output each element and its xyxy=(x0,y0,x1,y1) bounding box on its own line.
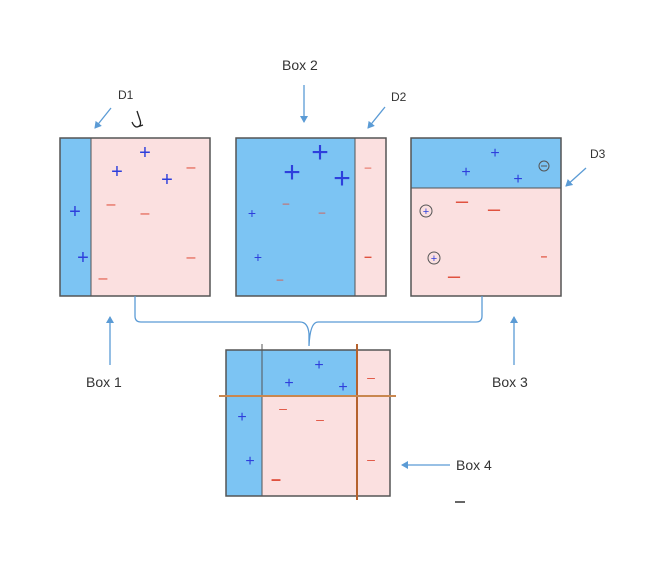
box-2-border xyxy=(235,137,387,297)
minus-mark: – xyxy=(365,160,372,174)
minus-mark: – xyxy=(448,263,461,288)
plus-mark: + xyxy=(248,205,256,221)
box-4: + + + + + – – – – – xyxy=(219,344,396,500)
box-2-label: Box 2 xyxy=(282,57,318,73)
minus-mark: – xyxy=(456,188,469,213)
d2-arrow xyxy=(367,106,386,129)
plus-mark: + xyxy=(254,249,262,265)
minus-mark: – xyxy=(277,272,284,286)
minus-mark: – xyxy=(316,411,324,427)
minus-mark: – xyxy=(364,248,372,264)
arrows xyxy=(94,85,587,469)
box-1-minus-marks: – – – – – xyxy=(99,159,196,287)
box-2-minus-marks: – – – – – xyxy=(277,160,372,286)
minus-mark: – xyxy=(488,196,501,221)
box-2: + + + + + – – – – – xyxy=(235,136,387,297)
combination-brace xyxy=(134,296,483,347)
d3-arrow xyxy=(565,167,587,187)
plus-mark: + xyxy=(237,409,246,426)
minus-mark: – xyxy=(367,369,375,385)
box-3-border xyxy=(410,137,562,297)
plus-mark: + xyxy=(245,453,254,470)
box-1-label: Box 1 xyxy=(86,374,122,390)
box-3-circled-plus: + + xyxy=(419,204,441,265)
d1-label: D1 xyxy=(118,88,134,102)
plus-mark: + xyxy=(461,164,470,181)
box-4-minus-marks: – – – – – xyxy=(271,369,375,489)
plus-mark: + xyxy=(139,142,151,164)
plus-mark: + xyxy=(311,136,329,169)
plus-mark: + xyxy=(283,156,301,189)
minus-mark: – xyxy=(107,196,116,213)
d3-label: D3 xyxy=(590,147,606,161)
box-3: + + + + + – – – – xyxy=(410,137,562,297)
minus-mark: – xyxy=(319,205,326,219)
minus-mark: – xyxy=(271,469,281,489)
handwritten-arrow-icon xyxy=(131,110,144,128)
circled-minus-mark xyxy=(538,160,550,172)
box-1-positive-region xyxy=(60,138,91,296)
box-4-plus-marks: + + + + + xyxy=(237,357,347,470)
circled-plus-mark xyxy=(419,204,433,218)
box-1: + + + + + – – – – – xyxy=(59,137,211,297)
box-1-plus-marks: + + + + + xyxy=(69,142,173,269)
plus-mark: + xyxy=(490,145,499,162)
plus-mark: + xyxy=(513,171,522,188)
box-4-border xyxy=(225,349,391,497)
minus-mark: – xyxy=(367,451,375,467)
box-2-negative-region xyxy=(355,138,386,296)
box-3-label: Box 3 xyxy=(492,374,528,390)
plus-mark: + xyxy=(69,201,81,223)
box-2-plus-marks: + + + + + xyxy=(248,136,351,265)
minus-mark: – xyxy=(187,159,196,176)
minus-mark: – xyxy=(279,400,287,416)
plus-mark: + xyxy=(423,206,429,218)
plus-mark: + xyxy=(77,247,89,269)
circled-plus-mark xyxy=(427,251,441,265)
plus-mark: + xyxy=(111,161,123,183)
minus-mark: – xyxy=(283,196,290,210)
plus-mark: + xyxy=(284,375,293,392)
box-3-positive-region xyxy=(411,138,561,188)
minus-mark: – xyxy=(99,270,108,287)
minus-mark: – xyxy=(187,249,196,266)
plus-mark: + xyxy=(338,379,347,396)
plus-mark: + xyxy=(431,253,437,265)
box-4-label: Box 4 xyxy=(456,457,492,473)
plus-mark: + xyxy=(161,169,173,191)
d1-arrow xyxy=(94,107,112,129)
box-3-plus-marks: + + + xyxy=(461,145,522,188)
box-4-positive-top-region xyxy=(226,350,357,396)
plus-mark: + xyxy=(333,162,351,195)
minus-mark: – xyxy=(541,249,548,263)
d2-label: D2 xyxy=(391,90,407,104)
box-3-circled-minus xyxy=(538,160,550,172)
minus-mark: – xyxy=(141,205,150,222)
box-3-minus-marks: – – – – xyxy=(448,188,548,288)
plus-mark: + xyxy=(314,357,323,374)
